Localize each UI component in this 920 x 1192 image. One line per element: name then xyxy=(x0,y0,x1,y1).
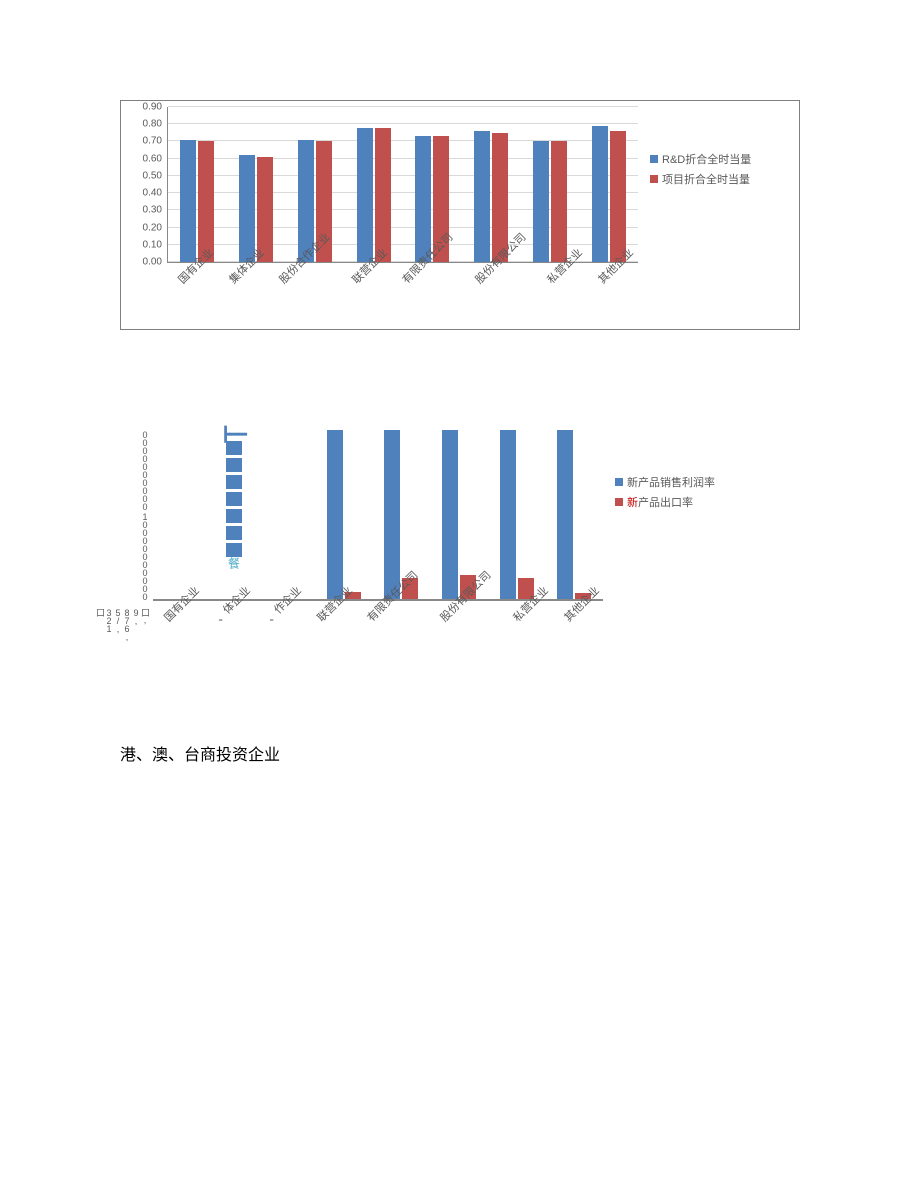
chart1-ytick: 0.00 xyxy=(143,257,168,268)
chart2-bar-group xyxy=(499,430,535,600)
chart2-container: 0000000000 10000000000 口, 9, 876, 5/, 32… xyxy=(140,430,800,661)
chart1-bars xyxy=(168,107,638,262)
chart2-stacked-segment xyxy=(226,441,242,455)
legend-label: 新产品出口率 xyxy=(627,494,693,510)
legend-label: R&D折合全时当量 xyxy=(662,151,751,167)
chart2-bar xyxy=(442,430,458,600)
chart1-legend-item: 项目折合全时当量 xyxy=(650,171,751,187)
chart2-stacked-segment xyxy=(226,543,242,557)
chart1-xaxis: 国有企业集体企业股份合作企业联营企业有限责任公司股份有限公司私营企业其他企业 xyxy=(167,263,637,323)
chart1-bar-group xyxy=(591,107,627,262)
chart1-ytick: 0.70 xyxy=(143,136,168,147)
chart2-ylabel-bottom: 口, 9, 876, 5/, 321 口 xyxy=(95,608,149,640)
footer-text: 港、澳、台商投资企业 xyxy=(120,741,800,765)
chart1-ytick: 0.40 xyxy=(143,188,168,199)
chart1-bar xyxy=(533,141,549,262)
chart1-legend: R&D折合全时当量项目折合全时当量 xyxy=(650,147,751,191)
chart2-bar-group xyxy=(164,430,200,600)
chart2-legend-item: 新产品出口率 xyxy=(615,494,715,510)
chart2-yaxis-labels: 0000000000 10000000000 口, 9, 876, 5/, 32… xyxy=(140,430,149,600)
chart1-bar-group xyxy=(473,107,509,262)
chart2-legend-item: 新产品销售利润率 xyxy=(615,474,715,490)
chart2-ylabel-mid: 10000000000 xyxy=(140,512,149,600)
chart1-bar xyxy=(474,131,490,262)
chart1-bar xyxy=(551,141,567,262)
chart2-bar xyxy=(327,430,343,600)
chart2-bar xyxy=(557,430,573,600)
chart1-bar xyxy=(610,131,626,262)
chart2-bar-group xyxy=(268,430,304,600)
chart1-ytick: 0.30 xyxy=(143,205,168,216)
chart1-plot: 0.000.100.200.300.400.500.600.700.800.90 xyxy=(167,107,638,263)
chart1-bar xyxy=(198,141,214,262)
chart2-stacked-column: 餐 ┣━━ xyxy=(221,430,246,600)
chart1-ytick: 0.10 xyxy=(143,239,168,250)
chart2-legend: 新产品销售利润率新产品出口率 xyxy=(615,470,715,514)
chart1-ytick: 0.80 xyxy=(143,119,168,130)
chart1-bar-group xyxy=(238,107,274,262)
legend-swatch xyxy=(615,498,623,506)
chart2-stacked-top-char: ┣━━ xyxy=(221,430,246,438)
chart1-legend-item: R&D折合全时当量 xyxy=(650,151,751,167)
chart1-bar xyxy=(180,140,196,262)
chart1-bar xyxy=(357,128,373,262)
chart1-ytick: 0.50 xyxy=(143,170,168,181)
chart2-stacked-bottom-char: 餐 xyxy=(226,557,243,569)
chart1-bar-group xyxy=(532,107,568,262)
chart1-ytick: 0.90 xyxy=(143,102,168,113)
chart2-bar-group xyxy=(556,430,592,600)
chart1-bar xyxy=(239,155,255,262)
chart1-bar xyxy=(592,126,608,262)
chart1-bar xyxy=(375,128,391,262)
chart2-ylabel-top: 0000000000 xyxy=(140,430,149,510)
chart1-ytick: 0.20 xyxy=(143,222,168,233)
chart1-bar-group xyxy=(179,107,215,262)
chart1-bar-group xyxy=(356,107,392,262)
legend-label: 项目折合全时当量 xyxy=(662,171,750,187)
legend-label: 新产品销售利润率 xyxy=(627,474,715,490)
chart2-stacked-segment xyxy=(226,509,242,523)
legend-swatch xyxy=(650,175,658,183)
chart2-stacked-segment xyxy=(226,458,242,472)
chart2-stacked-segment xyxy=(226,475,242,489)
chart1-container: 0.000.100.200.300.400.500.600.700.800.90… xyxy=(120,100,800,330)
legend-swatch xyxy=(615,478,623,486)
chart2-bar-group xyxy=(326,430,362,600)
chart2-xaxis: 国有企业、体企业、作企业联营企业有限责任公司股份有限公司私营企业其他企业 xyxy=(153,601,603,661)
legend-swatch xyxy=(650,155,658,163)
chart2-stacked-segment xyxy=(226,492,242,506)
chart2-stacked-segment xyxy=(226,526,242,540)
chart1-ytick: 0.60 xyxy=(143,153,168,164)
chart2-bar-group: 餐 ┣━━ xyxy=(221,430,246,600)
chart2-bar xyxy=(384,430,400,600)
chart2-bars: 餐 ┣━━ xyxy=(153,430,603,600)
chart2-wrap: 0000000000 10000000000 口, 9, 876, 5/, 32… xyxy=(140,430,800,661)
chart2-plot: 餐 ┣━━ xyxy=(153,430,603,601)
chart2-bar-group xyxy=(441,430,477,600)
chart2-bar xyxy=(500,430,516,600)
chart1-wrap: 0.000.100.200.300.400.500.600.700.800.90… xyxy=(127,107,793,323)
chart1-bar xyxy=(257,157,273,262)
